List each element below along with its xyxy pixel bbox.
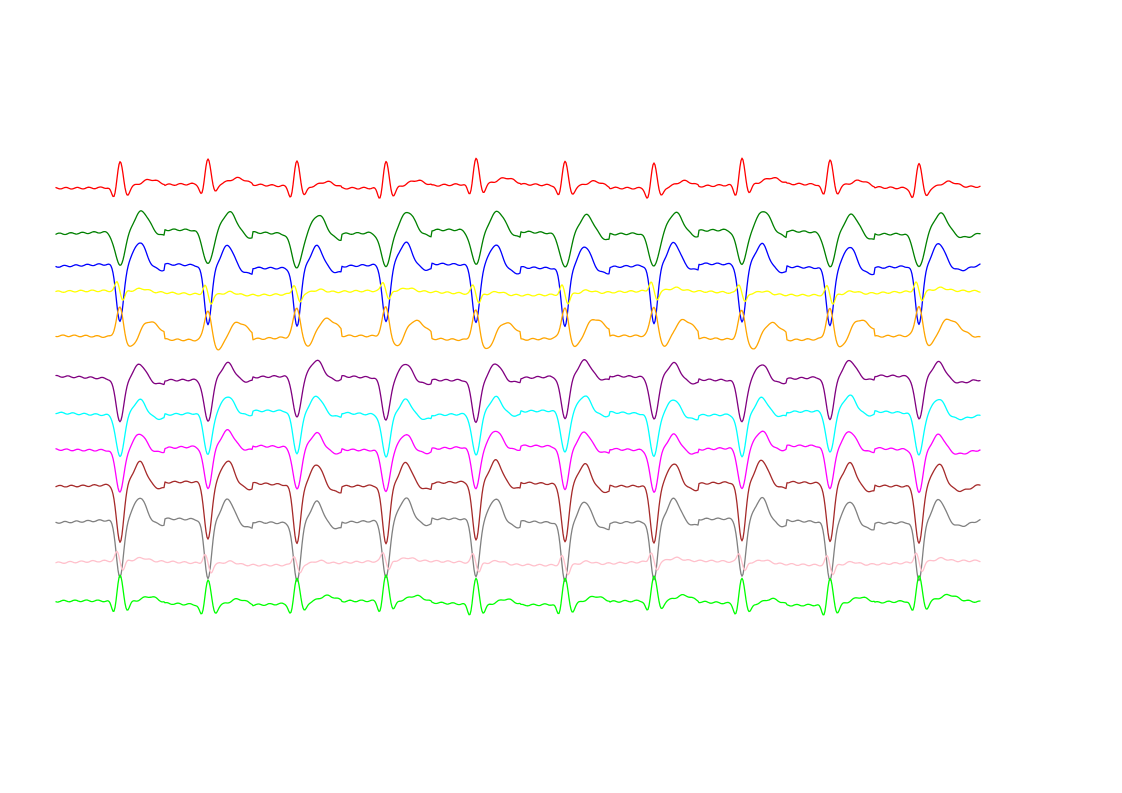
ecg-trace-6	[55, 359, 981, 424]
ecg-trace-12	[55, 574, 981, 616]
ecg-trace-5	[55, 305, 981, 351]
ecg-trace-1	[55, 157, 981, 199]
ecg-trace-3	[55, 241, 981, 328]
ecg-traces	[55, 157, 981, 616]
ecg-trace-10	[55, 496, 981, 583]
ecg-trace-11	[55, 550, 981, 576]
ecg-trace-2	[55, 210, 981, 269]
ecg-trace-4	[55, 280, 981, 305]
ecg-trace-8	[55, 429, 981, 494]
ecg-trace-9	[55, 459, 981, 545]
ecg-trace-7	[55, 394, 981, 458]
